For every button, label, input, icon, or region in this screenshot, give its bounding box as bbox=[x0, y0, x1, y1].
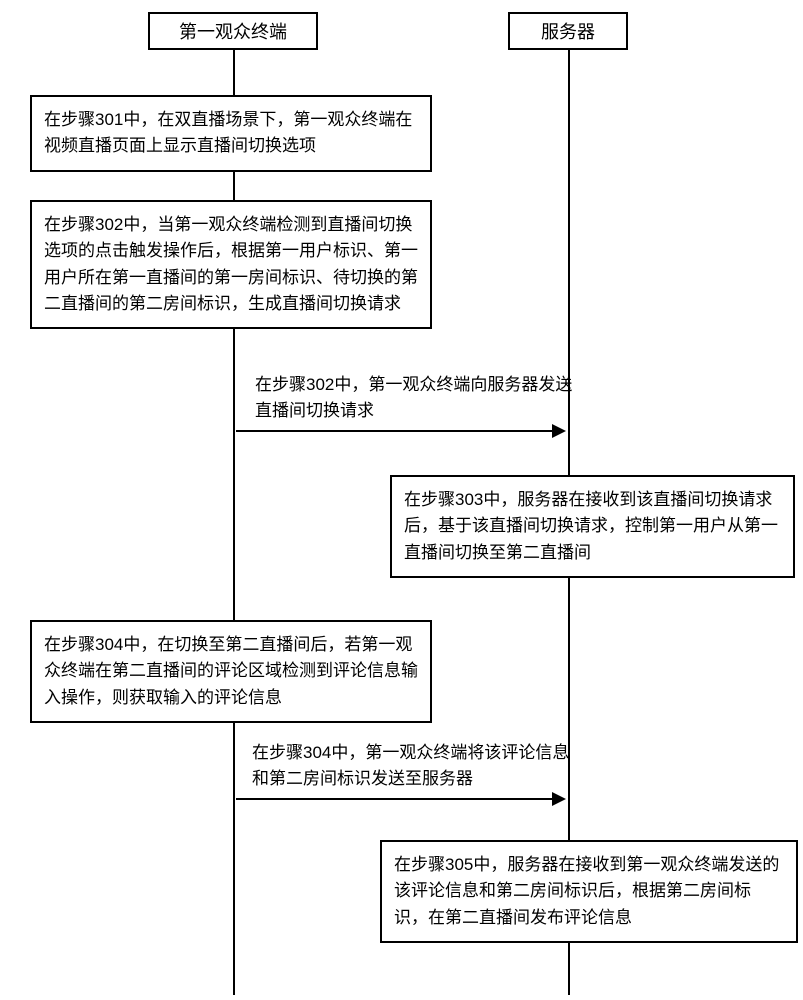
msg-304-label: 在步骤304中，第一观众终端将该评论信息和第二房间标识发送至服务器 bbox=[252, 740, 578, 793]
msg-302-arrow-line bbox=[236, 430, 552, 432]
msg-304-arrow-head bbox=[552, 792, 566, 806]
step-301-text: 在步骤301中，在双直播场景下，第一观众终端在视频直播页面上显示直播间切换选项 bbox=[44, 110, 412, 155]
step-301: 在步骤301中，在双直播场景下，第一观众终端在视频直播页面上显示直播间切换选项 bbox=[30, 95, 432, 172]
step-305-text: 在步骤305中，服务器在接收到第一观众终端发送的该评论信息和第二房间标识后，根据… bbox=[394, 855, 779, 927]
msg-302-label: 在步骤302中，第一观众终端向服务器发送直播间切换请求 bbox=[255, 372, 575, 425]
msg-302-text: 在步骤302中，第一观众终端向服务器发送直播间切换请求 bbox=[255, 375, 572, 420]
step-304-client: 在步骤304中，在切换至第二直播间后，若第一观众终端在第二直播间的评论区域检测到… bbox=[30, 620, 432, 723]
participant-left: 第一观众终端 bbox=[148, 12, 318, 50]
participant-right-label: 服务器 bbox=[541, 18, 595, 44]
participant-right: 服务器 bbox=[508, 12, 628, 50]
step-305: 在步骤305中，服务器在接收到第一观众终端发送的该评论信息和第二房间标识后，根据… bbox=[380, 840, 798, 943]
step-302-client-text: 在步骤302中，当第一观众终端检测到直播间切换选项的点击触发操作后，根据第一用户… bbox=[44, 215, 418, 313]
step-303-text: 在步骤303中，服务器在接收到该直播间切换请求后，基于该直播间切换请求，控制第一… bbox=[404, 490, 778, 562]
step-304-client-text: 在步骤304中，在切换至第二直播间后，若第一观众终端在第二直播间的评论区域检测到… bbox=[44, 635, 418, 707]
msg-302-arrow-head bbox=[552, 424, 566, 438]
msg-304-text: 在步骤304中，第一观众终端将该评论信息和第二房间标识发送至服务器 bbox=[252, 743, 569, 788]
step-302-client: 在步骤302中，当第一观众终端检测到直播间切换选项的点击触发操作后，根据第一用户… bbox=[30, 200, 432, 329]
sequence-diagram: 第一观众终端 服务器 在步骤301中，在双直播场景下，第一观众终端在视频直播页面… bbox=[0, 0, 803, 1000]
lifeline-left bbox=[233, 50, 235, 995]
participant-left-label: 第一观众终端 bbox=[179, 18, 287, 44]
step-303: 在步骤303中，服务器在接收到该直播间切换请求后，基于该直播间切换请求，控制第一… bbox=[390, 475, 795, 578]
msg-304-arrow-line bbox=[236, 798, 552, 800]
